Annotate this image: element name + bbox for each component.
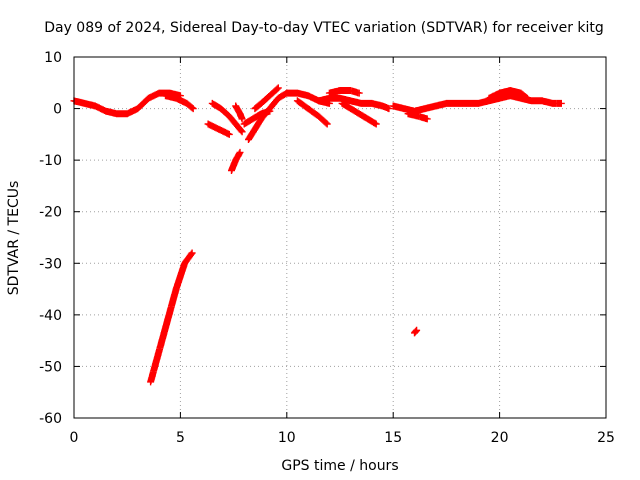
data-point-track — [338, 99, 380, 128]
y-tick-label: 0 — [53, 102, 62, 118]
grid — [74, 57, 606, 418]
data-point-track — [228, 148, 244, 174]
data-point-track — [389, 92, 565, 115]
data-point-track — [204, 120, 233, 138]
x-tick-label: 0 — [70, 430, 79, 446]
x-tick-label: 20 — [491, 430, 509, 446]
data-point-track — [240, 107, 274, 128]
data-point-track — [232, 102, 246, 123]
data-marks — [70, 84, 565, 386]
x-axis-label: GPS time / hours — [281, 458, 398, 474]
x-tick-label: 10 — [278, 430, 296, 446]
y-tick-label: -10 — [39, 153, 62, 169]
data-point-track — [411, 326, 421, 337]
x-tick-label: 15 — [384, 430, 402, 446]
data-point-track — [325, 87, 363, 97]
x-tick-label: 25 — [597, 430, 615, 446]
chart-title: Day 089 of 2024, Sidereal Day-to-day VTE… — [44, 20, 604, 36]
data-point-track — [162, 92, 197, 113]
data-point-track — [404, 110, 431, 123]
data-point-track — [485, 87, 531, 102]
data-point-track — [251, 84, 282, 113]
y-tick-label: -30 — [39, 256, 62, 272]
y-tick-label: -20 — [39, 205, 62, 221]
data-point-track — [315, 94, 393, 113]
y-axis-label: SDTVAR / TECUs — [6, 181, 22, 296]
y-tick-label: 10 — [44, 50, 62, 66]
y-tick-label: -60 — [39, 411, 62, 427]
y-tick-label: -40 — [39, 308, 62, 324]
plot-frame — [73, 56, 607, 419]
y-tick-label: -50 — [39, 359, 62, 375]
axis-ticks: 0 5 10 15 20 25 10 0 -10 -20 -30 -40 -50 -60 — [39, 50, 615, 446]
x-tick-label: 5 — [176, 430, 185, 446]
data-point-track — [208, 99, 246, 136]
data-point-track — [147, 249, 196, 386]
data-point-track — [293, 97, 331, 128]
